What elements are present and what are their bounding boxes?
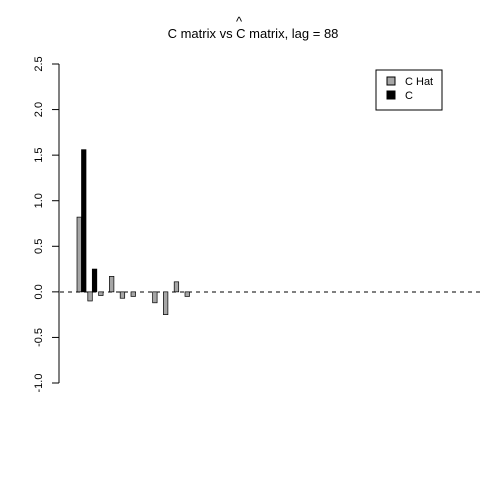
bar-c-hat xyxy=(98,291,104,296)
chart-title: C matrix vs C matrix, lag = 88 xyxy=(168,26,339,41)
chart-title-hat-symbol: ^ xyxy=(236,14,243,29)
y-tick-label: 2.5 xyxy=(33,56,45,71)
bar-c-hat xyxy=(163,291,169,315)
legend: C Hat C xyxy=(375,69,443,111)
bar-c xyxy=(81,149,87,293)
y-axis-ticks: -1.0 -0.5 0.0 0.5 1.0 1.5 2.0 2.5 xyxy=(33,56,59,392)
bar-c-hat xyxy=(152,291,158,304)
legend-label-c: C xyxy=(405,90,413,102)
y-tick-label: -1.0 xyxy=(33,374,45,393)
legend-swatch-c-hat xyxy=(386,76,396,86)
y-tick-label: 0.5 xyxy=(33,239,45,254)
bar-c-hat xyxy=(87,291,93,302)
bar-c-hat xyxy=(119,291,126,299)
bar-c-hat xyxy=(184,291,190,297)
y-tick-label: 2.0 xyxy=(33,102,45,117)
legend-box xyxy=(375,69,443,111)
y-tick-label: -0.5 xyxy=(33,328,45,347)
legend-swatch-c xyxy=(386,90,396,100)
bars-group xyxy=(76,149,190,315)
bar-c-hat xyxy=(109,276,115,293)
bar-c-hat xyxy=(76,216,82,293)
y-tick-label: 1.0 xyxy=(33,193,45,208)
y-tick-label: 1.5 xyxy=(33,147,45,162)
y-tick-label: 0.0 xyxy=(33,284,45,299)
legend-label-c-hat: C Hat xyxy=(405,76,433,88)
bar-c xyxy=(91,268,98,293)
bar-c-hat xyxy=(130,291,136,297)
bar-c-hat xyxy=(173,281,180,293)
